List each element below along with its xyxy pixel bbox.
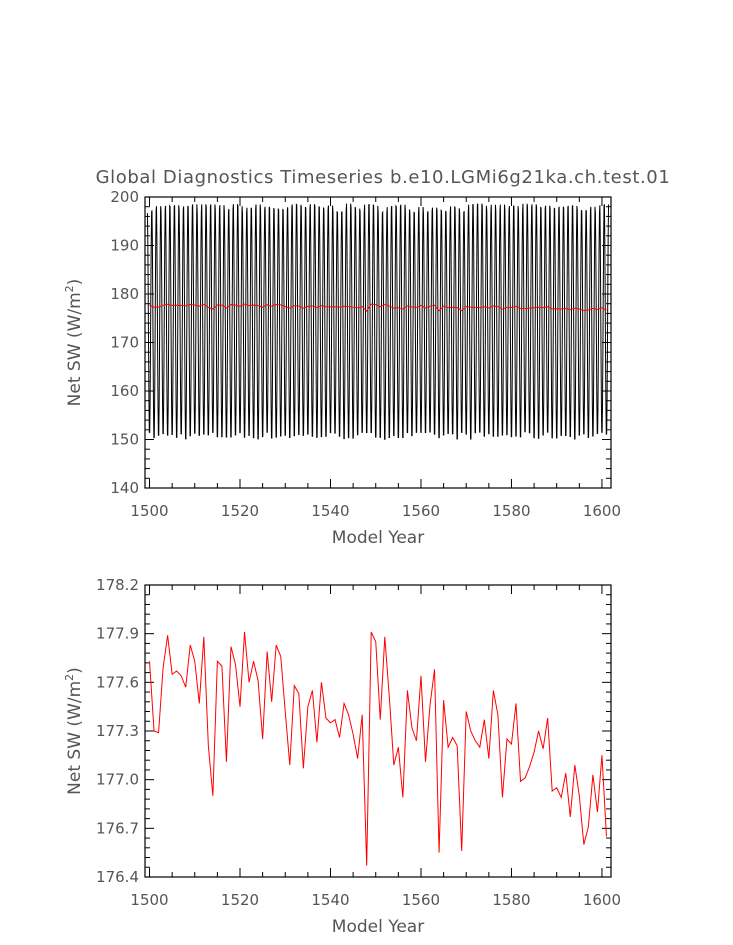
y-tick-label: 177.3 [96,722,139,740]
annual-mean-line-bottom [149,631,607,866]
x-tick-label: 1500 [130,891,168,909]
x-tick-label: 1520 [221,891,259,909]
bottom-y-axis-label: Net SW (W/m2) [63,667,85,795]
monthly-series-line [146,203,610,440]
y-tick-label: 176.7 [96,819,139,837]
x-tick-label: 1560 [402,502,440,520]
x-tick-label: 1560 [402,891,440,909]
bottom-y-axis-label-close: ) [65,667,85,674]
top-y-axis-label-close: ) [65,279,85,286]
y-tick-label: 150 [110,431,139,449]
bottom-y-axis-label-main: Net SW (W/m [65,681,85,795]
x-tick-label: 1600 [583,891,621,909]
bottom-y-axis-label-sup: 2 [63,674,76,681]
top-y-axis-label: Net SW (W/m2) [63,279,85,407]
x-tick-label: 1540 [311,891,349,909]
x-tick-label: 1580 [492,891,530,909]
y-tick-label: 200 [110,188,139,206]
top-x-axis-label: Model Year [332,528,424,548]
y-tick-label: 160 [110,382,139,400]
bottom-y-tick-labels: 176.4 176.7 177.0 177.3 177.6 177.9 178.2 [96,576,139,886]
top-panel-frame [144,196,612,489]
y-tick-label: 140 [110,479,139,497]
annual-mean-line-top [149,303,607,312]
y-tick-label: 177.9 [96,625,139,643]
x-tick-label: 1600 [583,502,621,520]
y-tick-label: 170 [110,334,139,352]
top-y-axis-label-sup: 2 [63,285,76,292]
y-tick-label: 178.2 [96,576,139,594]
y-tick-label: 180 [110,285,139,303]
y-tick-label: 190 [110,237,139,255]
y-tick-label: 177.6 [96,673,139,691]
y-tick-label: 177.0 [96,771,139,789]
chart-title: Global Diagnostics Timeseries b.e10.LGMi… [96,167,671,188]
bottom-panel: 176.4 176.7 177.0 177.3 177.6 177.9 178.2 1500… [63,576,621,937]
bottom-x-axis-label: Model Year [332,917,424,937]
bottom-panel-frame [144,584,612,878]
x-tick-label: 1500 [130,502,168,520]
top-y-tick-labels: 140 150 160 170 180 190 200 [110,188,139,497]
top-x-tick-labels: 1500 1520 1540 1560 1580 1600 [130,502,621,520]
x-tick-label: 1580 [492,502,530,520]
x-tick-label: 1540 [311,502,349,520]
top-y-axis-label-main: Net SW (W/m [65,292,85,406]
y-tick-label: 176.4 [96,868,139,886]
x-tick-label: 1520 [221,502,259,520]
bottom-x-tick-labels: 1500 1520 1540 1560 1580 1600 [130,891,621,909]
